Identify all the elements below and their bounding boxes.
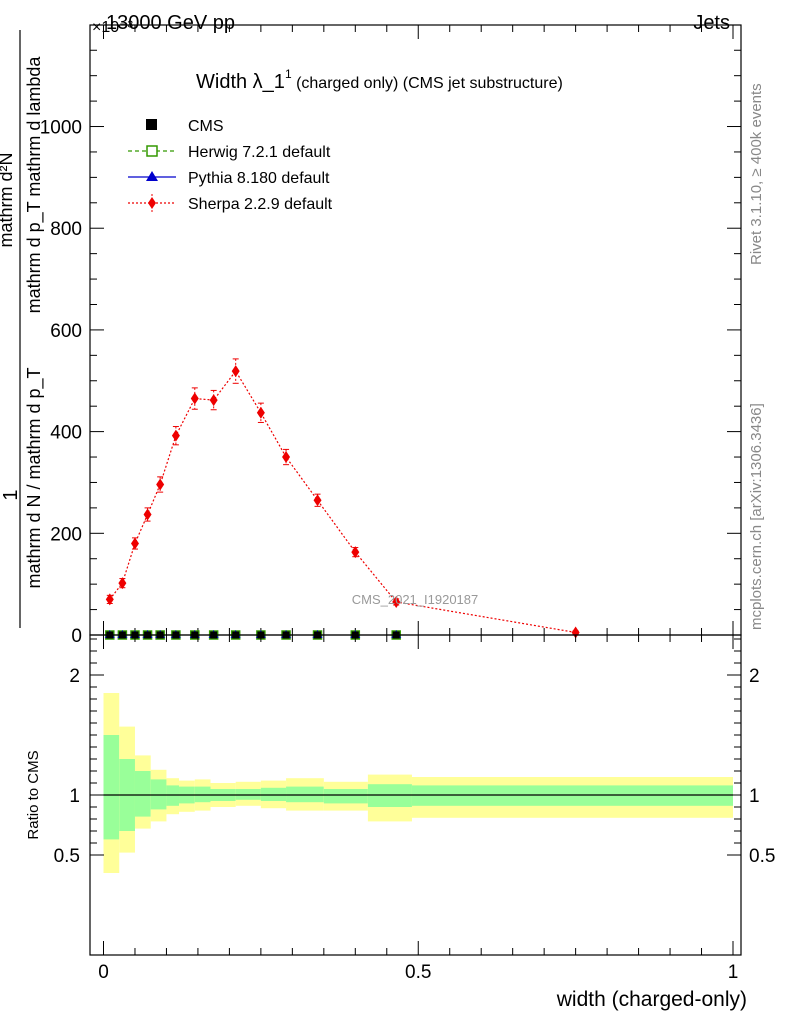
ratio-frame <box>89 634 742 956</box>
header-y-multiplier: ×10⁻³ <box>92 19 134 36</box>
xlabel: width (charged-only) <box>556 988 747 1011</box>
sherpa-point <box>392 595 401 608</box>
main-y-tick-label: 1000 <box>40 118 82 139</box>
ratio-y-tick-label: 0.5 <box>54 846 80 867</box>
chart-title-rest: (charged only) (CMS jet substructure) <box>292 75 563 92</box>
analysis-watermark: CMS_2021_I1920187 <box>352 592 479 607</box>
ratio-band-inner <box>194 786 211 803</box>
ratio-axis-ticks: 0.5 0.5 1 1 2 2 0 0.5 1 <box>54 635 775 983</box>
chart-title: Width λ_11 (charged only) (CMS jet subst… <box>196 67 563 93</box>
ratio-band-inner <box>286 786 324 803</box>
ratio-y-tick-label: 2 <box>69 666 80 687</box>
ratio-band-inner <box>103 735 120 840</box>
legend-label-herwig: Herwig 7.2.1 default <box>188 144 331 161</box>
ratio-x-tick-label: 0 <box>98 962 109 983</box>
header-energy: 13000 GeV pp <box>106 12 235 34</box>
ratio-y-tick-label-right: 1 <box>749 786 760 807</box>
ratio-y-tick-label: 1 <box>69 786 80 807</box>
sherpa-point <box>256 406 265 419</box>
legend-label-pythia: Pythia 8.180 default <box>188 170 330 187</box>
legend-marker-sherpa <box>148 197 156 209</box>
main-axis-ticks: 0 200 400 600 800 1000 <box>40 25 741 647</box>
main-panel: 0 200 400 600 800 1000 <box>40 24 742 647</box>
main-y-tick-label: 400 <box>50 423 82 444</box>
header-category: Jets <box>693 12 730 34</box>
ylabel-den: mathrm d p_T mathrm d lambda <box>24 56 45 314</box>
legend: CMS Herwig 7.2.1 default Pythia 8.180 defa… <box>128 118 333 213</box>
rivet-label: Rivet 3.1.10, ≥ 400k events <box>748 83 765 265</box>
main-y-tick-label: 0 <box>71 626 82 647</box>
ratio-band-inner <box>166 785 180 806</box>
sherpa-point <box>209 394 218 407</box>
sherpa-point <box>313 494 322 507</box>
legend-label-cms: CMS <box>188 118 224 135</box>
main-y-tick-label: 800 <box>50 219 82 240</box>
ylabel-num: mathrm d²N <box>0 152 16 247</box>
legend-marker-herwig <box>146 145 158 157</box>
main-y-tick-label: 600 <box>50 321 82 342</box>
sherpa-point <box>118 577 127 590</box>
sherpa-point <box>171 429 180 442</box>
ratio-band-inner <box>134 771 151 817</box>
ratio-bands <box>103 693 733 873</box>
main-ylabel: 1 mathrm d N / mathrm d p_T mathrm d²N m… <box>0 30 45 628</box>
main-frame <box>89 24 742 636</box>
main-series-layer <box>104 358 580 640</box>
sherpa-point <box>231 365 240 378</box>
legend-label-sherpa: Sherpa 2.2.9 default <box>188 196 333 213</box>
ratio-x-tick-label: 1 <box>728 962 739 983</box>
sherpa-line <box>109 370 576 634</box>
sherpa-point <box>130 537 139 550</box>
sherpa-point <box>143 508 152 521</box>
legend-marker-pythia <box>146 171 158 181</box>
sherpa-point <box>190 392 199 405</box>
legend-marker-cms <box>146 119 157 130</box>
mcplots-label: mcplots.cern.ch [arXiv:1306.3436] <box>748 403 765 630</box>
ratio-band-inner <box>323 789 368 804</box>
chart-title-sup: 1 <box>285 67 292 81</box>
ratio-band-inner <box>411 785 733 806</box>
sherpa-point <box>156 478 165 491</box>
ratio-y-tick-label-right: 0.5 <box>749 846 775 867</box>
ylabel-one: 1 <box>0 489 22 500</box>
ratio-x-tick-label: 0.5 <box>405 962 431 983</box>
sherpa-point <box>351 546 360 559</box>
ylabel-pre: mathrm d N / mathrm d p_T <box>24 367 45 588</box>
ratio-ylabel: Ratio to CMS <box>25 750 42 839</box>
sherpa-point <box>105 593 114 606</box>
ratio-panel: 0.5 0.5 1 1 2 2 0 0.5 1 <box>54 634 775 983</box>
chart-title-main: Width λ_1 <box>196 71 285 93</box>
ratio-y-tick-label-right: 2 <box>749 666 760 687</box>
sherpa-point <box>282 451 291 464</box>
main-y-tick-label: 200 <box>50 524 82 545</box>
